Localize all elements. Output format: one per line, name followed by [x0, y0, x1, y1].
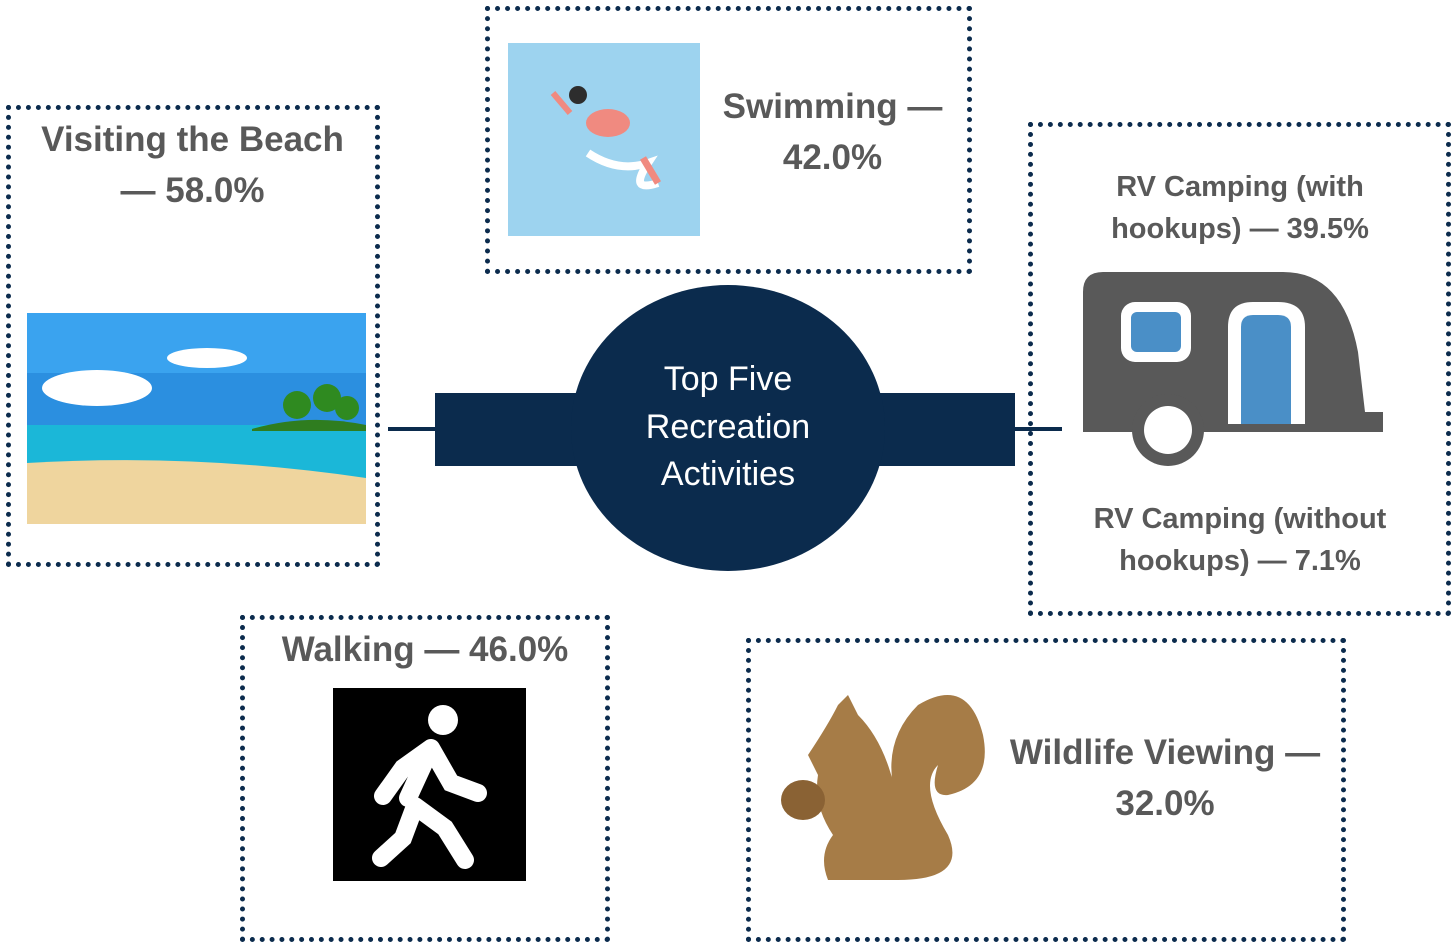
wildlife-label: Wildlife Viewing — 32.0% [1009, 733, 1321, 823]
swimming-box [485, 6, 972, 274]
rv-no-hookups-label: RV Camping (without hookups) — 7.1% [1093, 503, 1387, 578]
rv-image [1083, 272, 1383, 466]
beach-box [6, 105, 380, 567]
center-title: Top Five Recreation Activities [645, 360, 811, 494]
beach-label: Visiting the Beach — 58.0% [41, 120, 344, 210]
swimming-label: Swimming — 42.0% [722, 87, 943, 177]
beach-image [27, 313, 366, 524]
wildlife-box [746, 638, 1346, 942]
rv-box [1028, 122, 1451, 616]
wildlife-image [781, 695, 985, 880]
center-circle [571, 285, 885, 571]
walking-box [240, 615, 610, 942]
rv-hookups-label: RV Camping (with hookups) — 39.5% [1111, 171, 1369, 246]
walking-label: Walking — 46.0% [281, 630, 569, 669]
walking-image [333, 688, 526, 881]
swimming-image [508, 43, 700, 236]
